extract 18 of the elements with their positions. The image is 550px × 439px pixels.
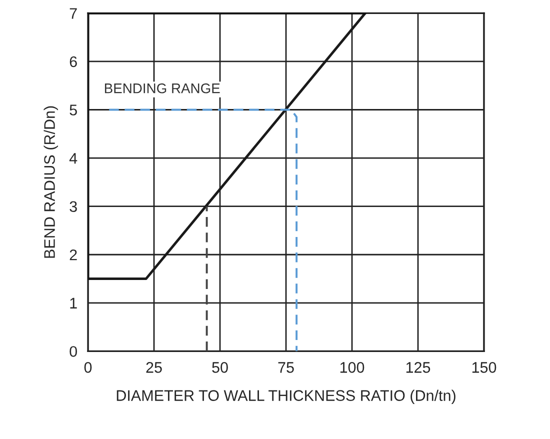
- y-tick-label: 0: [70, 346, 77, 357]
- x-tick-label: 100: [340, 362, 364, 373]
- x-tick-label: 125: [406, 362, 430, 373]
- y-axis-title: BEND RADIUS (R/Dn): [44, 106, 58, 258]
- y-tick-label: 1: [70, 298, 77, 308]
- y-tick-label: 5: [70, 104, 77, 116]
- y-tick-label: 2: [70, 249, 77, 260]
- x-tick-label: 150: [472, 362, 496, 373]
- y-tick-label: 7: [70, 8, 77, 19]
- x-tick-label: 25: [146, 362, 162, 373]
- x-axis-title: DIAMETER TO WALL THICKNESS RATIO (Dn/tn): [116, 390, 456, 404]
- annotation: BENDING RANGE: [104, 83, 220, 94]
- x-tick-label: 50: [212, 362, 228, 373]
- y-tick-label: 6: [70, 56, 77, 68]
- y-tick-label: 3: [70, 201, 77, 212]
- y-tick-label: 4: [69, 153, 78, 164]
- x-tick-label: 0: [84, 362, 92, 373]
- x-tick-label: 75: [278, 362, 294, 373]
